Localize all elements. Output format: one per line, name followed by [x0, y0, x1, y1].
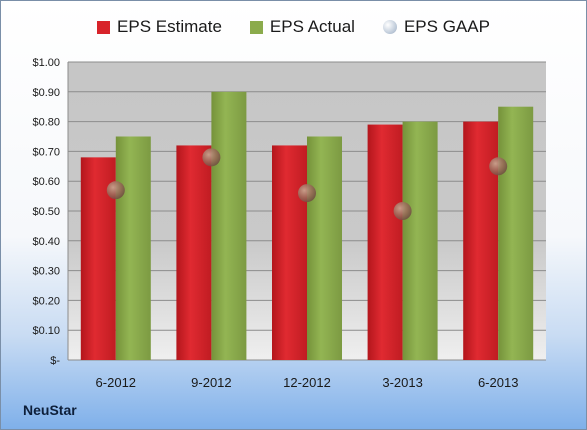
legend-label-actual: EPS Actual — [269, 17, 355, 36]
legend-item-actual: EPS Actual — [249, 17, 355, 37]
legend-swatch-gaap — [382, 20, 397, 34]
y-tick-label: $- — [50, 355, 60, 367]
bar-eps-actual — [115, 136, 151, 360]
y-tick-label: $1.00 — [32, 57, 60, 69]
x-tick-label: 6-2013 — [478, 375, 518, 390]
legend-swatch-estimate — [97, 20, 111, 34]
bar-eps-actual — [307, 136, 342, 360]
legend-label-estimate: EPS Estimate — [117, 17, 222, 36]
y-tick-label: $0.30 — [32, 266, 60, 278]
y-tick-label: $0.50 — [32, 206, 60, 218]
x-tick-label: 6-2012 — [96, 375, 136, 390]
legend-item-gaap: EPS GAAP — [382, 17, 490, 37]
y-tick-label: $0.60 — [32, 176, 60, 188]
y-tick-label: $0.40 — [32, 236, 60, 248]
company-name: NeuStar — [23, 402, 77, 418]
point-eps-gaap — [489, 157, 508, 176]
y-tick-label: $0.80 — [32, 117, 60, 129]
point-eps-gaap — [202, 148, 221, 167]
bar-eps-actual — [402, 121, 438, 360]
bar-eps-estimate — [272, 145, 307, 360]
y-tick-label: $0.90 — [32, 87, 60, 99]
y-tick-label: $0.10 — [32, 325, 60, 337]
point-eps-gaap — [298, 184, 316, 203]
x-tick-label: 3-2013 — [382, 375, 422, 390]
bar-eps-estimate — [176, 145, 212, 360]
point-eps-gaap — [106, 181, 125, 200]
legend-swatch-actual — [249, 20, 263, 34]
legend-label-gaap: EPS GAAP — [403, 17, 490, 36]
y-tick-label: $0.20 — [32, 295, 60, 307]
bar-eps-actual — [498, 106, 534, 360]
x-tick-label: 12-2012 — [283, 375, 331, 390]
bar-eps-actual — [211, 91, 247, 361]
bar-eps-estimate — [367, 124, 403, 360]
x-tick-label: 9-2012 — [191, 375, 231, 390]
bar-eps-estimate — [463, 121, 499, 360]
legend: EPS Estimate EPS Actual EPS GAAP — [1, 17, 586, 37]
y-tick-label: $0.70 — [32, 146, 60, 158]
point-eps-gaap — [393, 202, 412, 220]
legend-item-estimate: EPS Estimate — [97, 17, 222, 37]
